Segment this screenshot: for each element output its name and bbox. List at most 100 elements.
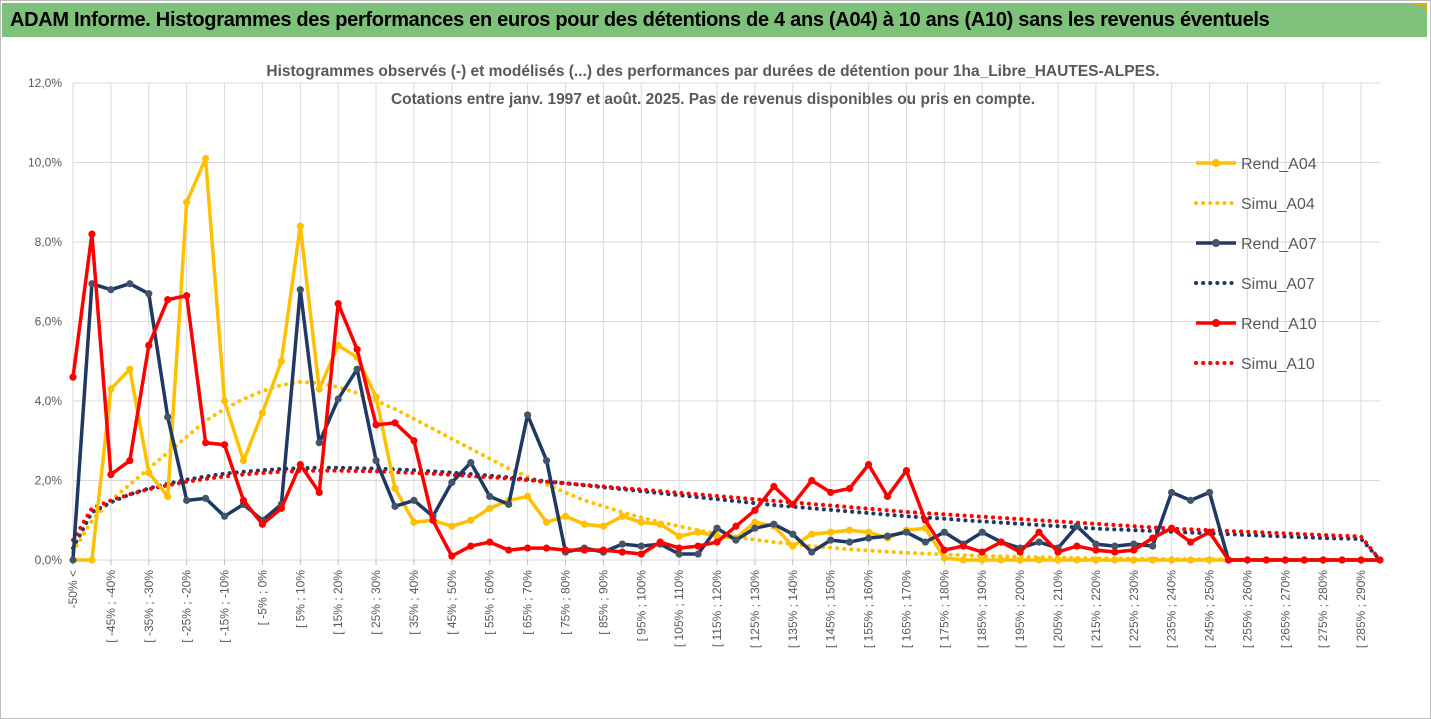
data-point xyxy=(846,538,854,546)
data-point xyxy=(164,296,172,304)
data-point xyxy=(220,397,229,405)
data-point xyxy=(448,478,456,487)
data-point xyxy=(959,542,967,550)
data-point xyxy=(1092,540,1100,548)
y-tick-label: 8,0% xyxy=(35,235,63,249)
data-point xyxy=(902,528,911,536)
data-point xyxy=(1168,488,1176,497)
data-point xyxy=(410,518,418,526)
data-point xyxy=(1073,542,1081,550)
data-point xyxy=(1262,556,1270,564)
data-point xyxy=(580,520,589,528)
data-point xyxy=(1111,556,1119,564)
x-tick-label: [ 125% ; 130% xyxy=(748,570,762,648)
data-point xyxy=(1186,538,1195,546)
data-point xyxy=(883,492,892,500)
data-point xyxy=(1073,522,1081,530)
data-point xyxy=(296,461,304,469)
data-point xyxy=(1205,488,1214,497)
banner-corner-mark xyxy=(1413,3,1427,13)
data-point xyxy=(561,546,570,554)
data-point xyxy=(201,494,210,502)
x-tick-label: [ 215% ; 220% xyxy=(1089,570,1103,648)
legend-item-Simu_A07[interactable]: Simu_A07 xyxy=(1194,276,1315,293)
data-point xyxy=(637,550,645,558)
data-point xyxy=(599,546,607,554)
x-tick-label: [ 65% ; 70% xyxy=(521,570,535,635)
data-point xyxy=(789,542,797,550)
data-point xyxy=(618,548,626,556)
legend-marker xyxy=(1212,159,1220,167)
data-point xyxy=(580,546,589,554)
data-point xyxy=(751,524,759,532)
data-point xyxy=(542,457,551,465)
x-tick-label: [ 165% ; 170% xyxy=(899,570,913,648)
data-point xyxy=(694,550,702,558)
data-point xyxy=(88,556,96,564)
data-point xyxy=(315,488,323,497)
data-point xyxy=(808,530,816,538)
data-point xyxy=(486,492,494,500)
data-point xyxy=(978,556,986,564)
legend[interactable]: Rend_A04 Simu_A04 Rend_A07 Simu_A07 Rend_A10… xyxy=(1194,156,1317,373)
data-point xyxy=(808,476,816,485)
data-point xyxy=(864,528,873,536)
data-point xyxy=(1186,496,1195,504)
data-point xyxy=(334,395,342,403)
x-tick-label: [ 255% ; 260% xyxy=(1240,570,1254,648)
data-point xyxy=(126,280,134,288)
data-point xyxy=(713,538,721,546)
legend-item-Simu_A04[interactable]: Simu_A04 xyxy=(1194,196,1315,213)
data-point xyxy=(145,468,153,477)
data-point xyxy=(88,230,96,238)
data-point xyxy=(1016,548,1024,556)
legend-item-Rend_A04[interactable]: Rend_A04 xyxy=(1196,156,1317,173)
data-point xyxy=(391,484,399,493)
data-point xyxy=(997,556,1005,564)
data-point xyxy=(372,421,380,429)
data-point xyxy=(145,290,153,298)
legend-item-Simu_A10[interactable]: Simu_A10 xyxy=(1194,356,1315,373)
data-point xyxy=(410,437,418,445)
data-point xyxy=(1149,534,1157,542)
y-tick-label: 4,0% xyxy=(35,394,63,408)
data-point xyxy=(751,506,759,514)
data-point xyxy=(220,512,229,520)
data-point xyxy=(410,496,418,504)
legend-label: Simu_A10 xyxy=(1241,356,1315,373)
series-line xyxy=(71,468,1382,562)
legend-label: Rend_A04 xyxy=(1241,156,1317,173)
x-tick-label: [ 15% ; 20% xyxy=(331,570,345,635)
legend-item-Rend_A07[interactable]: Rend_A07 xyxy=(1196,236,1317,253)
data-point xyxy=(940,554,948,562)
y-tick-label: 6,0% xyxy=(35,315,63,329)
data-point xyxy=(618,512,626,520)
data-point xyxy=(486,538,494,546)
data-point xyxy=(940,528,948,536)
data-point xyxy=(1281,556,1289,564)
data-point xyxy=(1243,556,1252,564)
data-point xyxy=(1357,556,1365,564)
data-point xyxy=(315,439,323,447)
data-point xyxy=(864,461,873,469)
data-point xyxy=(296,286,304,294)
data-point xyxy=(675,550,683,558)
data-point xyxy=(789,500,797,508)
x-tick-label: [ 195% ; 200% xyxy=(1013,570,1027,648)
data-point xyxy=(183,292,191,300)
data-point xyxy=(827,528,835,536)
data-point xyxy=(391,502,399,510)
legend-label: Rend_A07 xyxy=(1241,236,1317,253)
x-tick-label: [ 95% ; 100% xyxy=(634,570,648,642)
data-point xyxy=(126,365,134,373)
data-point xyxy=(1376,556,1384,564)
data-point xyxy=(239,496,248,504)
data-point xyxy=(448,552,456,560)
legend-item-Rend_A10[interactable]: Rend_A10 xyxy=(1196,316,1317,333)
data-point xyxy=(978,528,986,536)
x-tick-label: [ 275% ; 280% xyxy=(1316,570,1330,648)
data-point xyxy=(1016,556,1024,564)
data-point xyxy=(1035,538,1043,546)
legend-marker xyxy=(1212,319,1220,327)
